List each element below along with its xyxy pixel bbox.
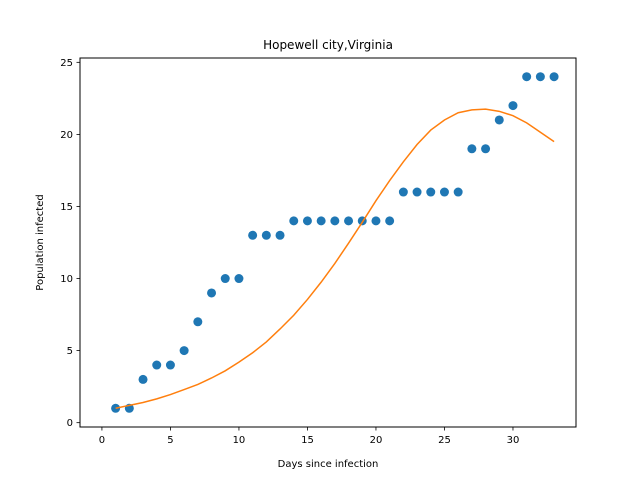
x-tick-label: 0 — [99, 435, 105, 446]
x-tick-label: 10 — [233, 435, 246, 446]
data-point — [344, 216, 354, 226]
data-point — [302, 216, 312, 226]
y-tick-label: 15 — [60, 202, 73, 213]
data-point — [398, 187, 408, 197]
y-axis-label: Population infected — [35, 194, 46, 290]
data-point — [535, 72, 545, 82]
data-point — [316, 216, 326, 226]
y-tick-label: 25 — [60, 58, 73, 69]
y-tick-label: 20 — [60, 130, 73, 141]
x-tick-label: 20 — [370, 435, 383, 446]
data-point — [261, 230, 271, 240]
y-axis-ticks: 0 5 10 15 20 25 — [60, 58, 80, 429]
x-tick-label: 30 — [507, 435, 520, 446]
data-point — [508, 101, 518, 111]
x-tick-label: 25 — [438, 435, 451, 446]
data-point — [234, 274, 244, 284]
data-point — [193, 317, 203, 327]
data-point — [481, 144, 491, 154]
data-point — [138, 374, 148, 384]
data-point — [275, 230, 285, 240]
plot-series — [111, 72, 559, 413]
data-point — [385, 216, 395, 226]
data-point — [289, 216, 299, 226]
x-axis-label: Days since infection — [278, 459, 379, 470]
data-point — [179, 346, 189, 356]
data-point — [522, 72, 532, 82]
data-point — [412, 187, 422, 197]
data-point — [248, 230, 258, 240]
plot-frame — [79, 57, 577, 428]
data-point — [330, 216, 340, 226]
x-axis-ticks: 0 5 10 15 20 25 30 — [99, 427, 520, 446]
fit-line — [115, 108, 555, 409]
y-tick-label: 10 — [60, 274, 73, 285]
data-point — [426, 187, 436, 197]
data-point — [220, 274, 230, 284]
data-point — [207, 288, 217, 298]
data-point — [494, 115, 504, 125]
data-point — [453, 187, 463, 197]
data-point — [165, 360, 175, 370]
x-tick-label: 5 — [167, 435, 173, 446]
chart-title: Hopewell city,Virginia — [263, 38, 393, 52]
data-point — [371, 216, 381, 226]
data-point — [439, 187, 449, 197]
data-point — [467, 144, 477, 154]
data-point — [152, 360, 162, 370]
data-point — [549, 72, 559, 82]
x-tick-label: 15 — [301, 435, 314, 446]
y-tick-label: 0 — [67, 418, 73, 429]
y-tick-label: 5 — [67, 346, 73, 357]
